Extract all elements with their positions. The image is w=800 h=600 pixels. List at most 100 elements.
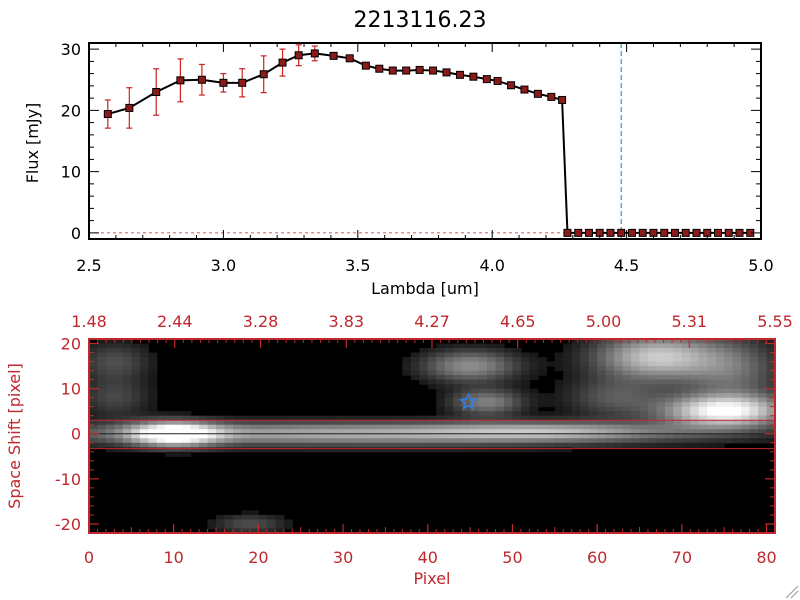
top-tick-label: 2.44 bbox=[157, 312, 193, 331]
image-pixel bbox=[698, 343, 708, 349]
image-pixel bbox=[537, 415, 547, 421]
image-pixel bbox=[681, 357, 691, 363]
image-pixel bbox=[690, 384, 700, 390]
image-pixel bbox=[512, 411, 522, 417]
image-pixel bbox=[436, 411, 446, 417]
image-pixel bbox=[122, 384, 132, 390]
image-pixel bbox=[732, 433, 742, 439]
image-pixel bbox=[732, 370, 742, 376]
image-pixel bbox=[690, 388, 700, 394]
image-pixel bbox=[554, 357, 564, 363]
image-pixel bbox=[309, 415, 319, 421]
image-pixel bbox=[427, 433, 437, 439]
image-pixel bbox=[656, 357, 666, 363]
image-pixel bbox=[249, 523, 259, 530]
image-pixel bbox=[190, 420, 200, 426]
image-pixel bbox=[546, 397, 556, 403]
image-pixel bbox=[622, 415, 632, 421]
image-pixel bbox=[258, 519, 268, 525]
image-pixel bbox=[588, 438, 598, 444]
image-pixel bbox=[224, 424, 234, 430]
data-point bbox=[329, 51, 338, 60]
image-pixel bbox=[588, 361, 598, 367]
image-pixel bbox=[139, 384, 149, 390]
image-pixel bbox=[529, 366, 539, 372]
image-pixel bbox=[139, 415, 149, 421]
image-pixel bbox=[427, 375, 437, 381]
data-point bbox=[606, 228, 615, 237]
image-pixel bbox=[461, 406, 471, 412]
image-pixel bbox=[351, 424, 361, 430]
image-pixel bbox=[105, 424, 116, 430]
image-pixel bbox=[122, 420, 132, 426]
image-pixel bbox=[656, 366, 666, 372]
image-pixel bbox=[580, 420, 590, 426]
image-pixel bbox=[741, 370, 751, 376]
image-pixel bbox=[563, 357, 573, 363]
image-pixel bbox=[758, 379, 768, 385]
image-pixel bbox=[529, 357, 539, 363]
top-tick-label: 3.28 bbox=[243, 312, 279, 331]
image-pixel bbox=[105, 411, 116, 417]
image-pixel bbox=[571, 370, 581, 376]
image-pixel bbox=[758, 370, 768, 376]
image-pixel bbox=[453, 438, 463, 444]
image-pixel bbox=[588, 397, 598, 403]
image-pixel bbox=[122, 361, 132, 367]
image-pixel bbox=[664, 352, 674, 358]
image-pixel bbox=[673, 379, 683, 385]
image-pixel bbox=[537, 447, 547, 453]
x-tick-label: 5.0 bbox=[748, 256, 773, 275]
image-pixel bbox=[664, 370, 674, 376]
image-pixel bbox=[139, 393, 149, 399]
image-pixel bbox=[690, 402, 700, 408]
image-pixel bbox=[326, 438, 336, 444]
image-pixel bbox=[503, 415, 514, 421]
image-pixel bbox=[741, 415, 751, 421]
image-pixel bbox=[470, 384, 480, 390]
image-pixel bbox=[410, 370, 420, 376]
image-pixel bbox=[232, 523, 243, 530]
image-pixel bbox=[258, 433, 268, 439]
image-pixel bbox=[122, 406, 132, 412]
image-pixel bbox=[470, 442, 480, 448]
image-pixel bbox=[698, 406, 708, 412]
image-pixel bbox=[580, 433, 590, 439]
image-pixel bbox=[410, 366, 420, 372]
image-pixel bbox=[232, 438, 243, 444]
image-pixel bbox=[639, 393, 649, 399]
image-pixel bbox=[681, 348, 691, 354]
image-pixel bbox=[664, 438, 674, 444]
image-pixel bbox=[766, 375, 776, 381]
image-pixel bbox=[631, 348, 641, 354]
image-pixel bbox=[470, 366, 480, 372]
image-pixel bbox=[656, 343, 666, 349]
image-pixel bbox=[656, 393, 666, 399]
data-point bbox=[197, 75, 206, 84]
image-pixel bbox=[89, 424, 99, 430]
image-pixel bbox=[563, 397, 573, 403]
image-pixel bbox=[588, 429, 598, 435]
image-pixel bbox=[690, 366, 700, 372]
image-pixel bbox=[707, 388, 717, 394]
image-pixel bbox=[131, 433, 141, 439]
image-pixel bbox=[563, 447, 573, 453]
image-pixel bbox=[647, 375, 658, 381]
image-pixel bbox=[114, 406, 124, 412]
image-pixel bbox=[622, 357, 632, 363]
image-pixel bbox=[631, 384, 641, 390]
image-pixel bbox=[605, 348, 615, 354]
image-pixel bbox=[495, 357, 505, 363]
image-pixel bbox=[766, 393, 776, 399]
image-pixel bbox=[537, 393, 547, 399]
image-pixel bbox=[631, 339, 641, 345]
image-pixel bbox=[741, 348, 751, 354]
image-pixel bbox=[512, 433, 522, 439]
image-pixel bbox=[614, 379, 624, 385]
image-pixel bbox=[698, 433, 708, 439]
image-pixel bbox=[571, 420, 581, 426]
image-pixel bbox=[97, 348, 107, 354]
image-pixel bbox=[148, 366, 158, 372]
image-pixel bbox=[690, 433, 700, 439]
image-pixel bbox=[249, 510, 259, 516]
